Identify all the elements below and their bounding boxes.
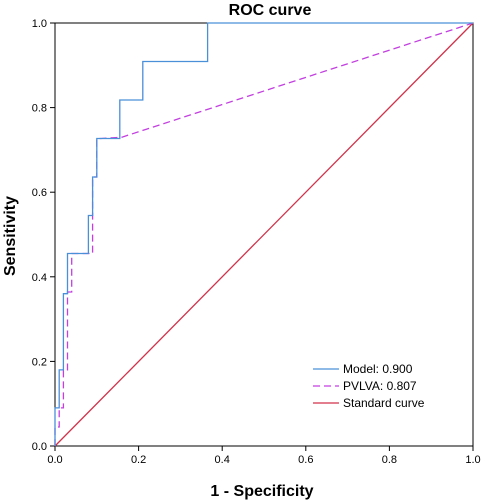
y-tick-label: 0.0	[32, 441, 47, 453]
x-axis-label: 1 - Specificity	[210, 483, 313, 500]
legend-label: PVLVA: 0.807	[343, 379, 417, 393]
x-tick-label: 0.4	[215, 454, 230, 466]
legend: Model: 0.900 PVLVA: 0.807 Standard curve	[313, 362, 425, 410]
series-line-pvlva-0-807	[54, 22, 474, 446]
y-tick-label: 0.2	[32, 356, 47, 368]
plot-area: 0.0 0.2 0.4 0.6 0.8 1.0 0.0 0.2 0.4 0.6 0.8 1.0	[32, 18, 481, 466]
y-tick-label: 0.6	[32, 187, 47, 199]
series-line-standard-curve	[54, 22, 474, 447]
legend-label: Standard curve	[343, 396, 425, 410]
y-tick-label: 0.8	[32, 103, 47, 115]
y-tick-label: 0.4	[32, 272, 47, 284]
x-tick-label: 0.8	[382, 454, 397, 466]
legend-label: Model: 0.900	[343, 362, 413, 376]
x-tick-label: 1.0	[465, 454, 480, 466]
y-tick-label: 1.0	[32, 18, 47, 30]
series-line-model-0-900	[54, 22, 473, 446]
x-tick-label: 0.2	[131, 454, 146, 466]
chart-title: ROC curve	[229, 2, 312, 19]
x-tick-label: 0.0	[47, 454, 62, 466]
y-axis-label: Sensitivity	[2, 196, 19, 276]
x-tick-label: 0.6	[298, 454, 313, 466]
